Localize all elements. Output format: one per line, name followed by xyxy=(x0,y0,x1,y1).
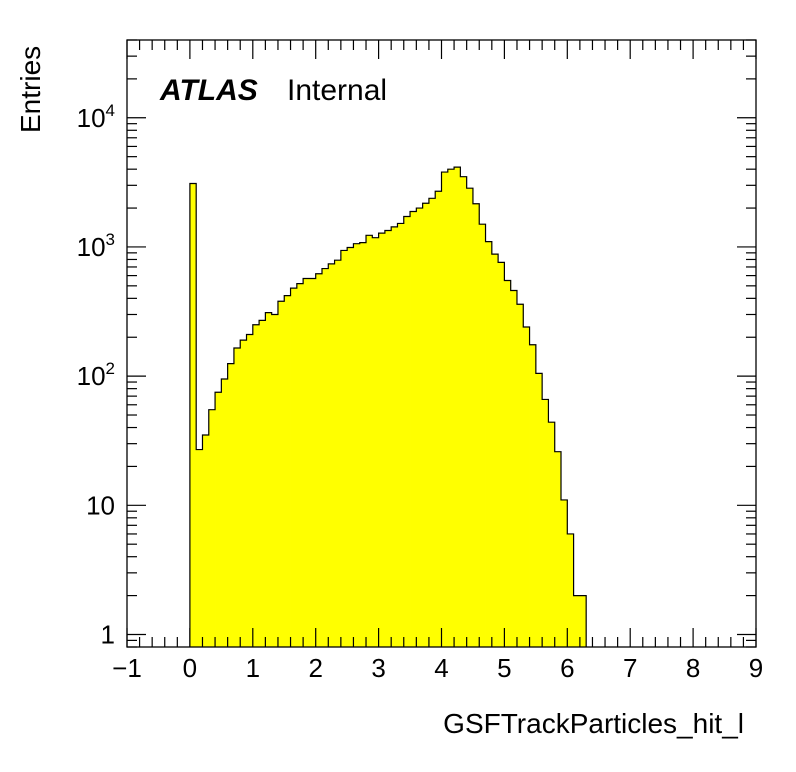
atlas-label: ATLAS xyxy=(159,74,258,107)
histogram-bin xyxy=(259,320,266,647)
histogram-bin xyxy=(516,304,524,647)
histogram-bin xyxy=(271,314,279,647)
histogram-bin xyxy=(221,379,229,647)
histogram-bin xyxy=(265,312,273,647)
x-axis-title: GSFTrackParticles_hit_l xyxy=(443,708,744,739)
x-tick-label: 2 xyxy=(308,653,322,683)
histogram-bin xyxy=(340,250,348,647)
histogram-bars xyxy=(189,167,587,648)
histogram-bin xyxy=(454,167,461,647)
histogram-bin xyxy=(410,211,417,648)
histogram-bin xyxy=(416,208,424,647)
histogram-bin xyxy=(303,278,310,647)
histogram-bin xyxy=(428,198,436,648)
histogram-bin xyxy=(447,169,455,647)
x-tick-label: 8 xyxy=(686,653,700,683)
histogram-bin xyxy=(252,324,260,647)
histogram-bin xyxy=(277,301,285,647)
x-tick-label: 3 xyxy=(371,653,385,683)
x-tick-label: 6 xyxy=(560,653,574,683)
histogram-bin xyxy=(378,233,386,648)
histogram-bin xyxy=(284,295,291,647)
axis-ticks xyxy=(126,39,757,648)
histogram-bin xyxy=(391,226,398,647)
histogram-bin xyxy=(347,247,354,647)
histogram-bin xyxy=(460,176,468,647)
histogram-bin xyxy=(309,278,317,647)
histogram-bin xyxy=(240,340,247,647)
histogram-bin xyxy=(315,273,323,647)
histogram-bin xyxy=(233,348,241,647)
histogram-bin xyxy=(189,183,197,648)
histogram-bin xyxy=(384,230,392,648)
histogram-bin xyxy=(466,188,474,647)
x-tick-label: 7 xyxy=(623,653,637,683)
histogram-bin xyxy=(215,392,222,647)
histogram-bin xyxy=(535,373,543,647)
histogram-bin xyxy=(504,280,512,647)
y-axis-title: Entries xyxy=(15,46,46,133)
histogram-bin xyxy=(334,260,342,647)
histogram-bin xyxy=(353,243,361,647)
x-tick-label: 4 xyxy=(434,653,448,683)
histogram-bin xyxy=(561,499,568,647)
histogram-bin xyxy=(208,409,216,647)
x-tick-label: −1 xyxy=(112,653,142,683)
histogram-bin xyxy=(523,327,530,647)
histogram-bin xyxy=(573,595,581,647)
y-tick-label: 102 xyxy=(77,359,115,391)
histogram-bin xyxy=(296,283,304,647)
x-tick-label: 0 xyxy=(183,653,197,683)
histogram-bin xyxy=(498,262,505,647)
x-tick-label: 9 xyxy=(749,653,763,683)
histogram-bin xyxy=(510,290,518,647)
histogram-bin xyxy=(372,237,379,647)
internal-label: Internal xyxy=(287,74,387,107)
histogram-bin xyxy=(554,451,562,647)
histogram-bin xyxy=(403,216,411,647)
y-tick-label: 104 xyxy=(77,101,115,133)
histogram-bin xyxy=(435,191,442,648)
y-tick-label: 103 xyxy=(77,230,115,262)
histogram-bin xyxy=(328,263,335,647)
histogram-bin xyxy=(359,242,367,647)
histogram-bin xyxy=(397,223,405,647)
histogram-bin xyxy=(196,449,203,647)
histogram-bin xyxy=(366,235,373,647)
histogram-bin xyxy=(485,241,493,647)
x-tick-labels: −1 0 1 2 3 4 5 6 7 8 9 xyxy=(112,653,763,683)
histogram-bin xyxy=(321,268,329,647)
histogram-bin xyxy=(529,344,537,647)
histogram-bin xyxy=(472,203,480,647)
histogram-bin xyxy=(491,254,499,647)
y-tick-label: 1 xyxy=(101,619,115,649)
y-tick-labels: 1 10 102 103 104 xyxy=(77,101,115,650)
histogram-bin xyxy=(548,422,556,647)
x-tick-label: 1 xyxy=(246,653,260,683)
histogram-bin xyxy=(422,203,430,647)
histogram-bin xyxy=(479,224,486,648)
histogram-bin xyxy=(441,172,449,647)
histogram-outline xyxy=(189,166,587,647)
y-tick-label: 10 xyxy=(86,490,115,520)
histogram-bin xyxy=(290,288,298,647)
histogram-bin xyxy=(202,435,210,647)
x-tick-label: 5 xyxy=(497,653,511,683)
histogram-bin xyxy=(579,595,587,647)
histogram-bin xyxy=(542,399,549,647)
histogram-bin xyxy=(246,334,254,647)
histogram-bin xyxy=(567,533,574,647)
histogram-bin xyxy=(227,363,235,647)
